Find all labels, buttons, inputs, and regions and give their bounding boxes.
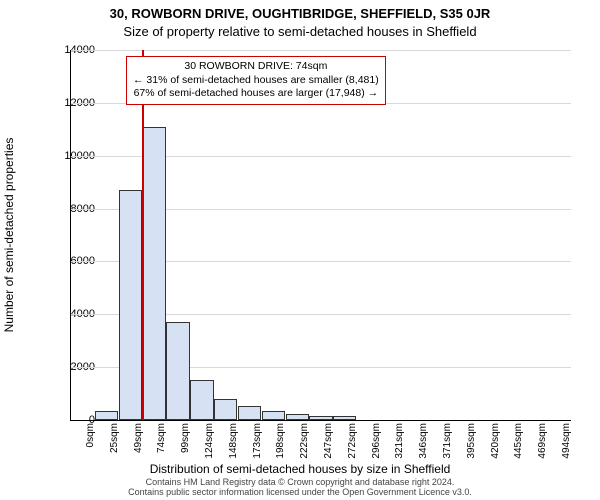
histogram-bar	[286, 414, 309, 420]
histogram-bar	[190, 380, 213, 420]
chart-subtitle: Size of property relative to semi-detach…	[0, 24, 600, 39]
histogram-bar	[95, 411, 118, 420]
chart-title-address: 30, ROWBORN DRIVE, OUGHTIBRIDGE, SHEFFIE…	[0, 6, 600, 21]
histogram-bar	[309, 416, 332, 420]
info-line1: 30 ROWBORN DRIVE: 74sqm	[133, 60, 379, 74]
histogram-bar	[143, 127, 166, 420]
footer-line2: Contains public sector information licen…	[0, 488, 600, 498]
gridline	[71, 50, 571, 51]
histogram-bar	[119, 190, 142, 420]
histogram-bar	[214, 399, 237, 420]
info-line3: 67% of semi-detached houses are larger (…	[133, 87, 379, 101]
plot-area: 30 ROWBORN DRIVE: 74sqm ← 31% of semi-de…	[70, 50, 571, 421]
info-box: 30 ROWBORN DRIVE: 74sqm ← 31% of semi-de…	[126, 56, 386, 105]
y-axis-label: Number of semi-detached properties	[2, 138, 16, 333]
info-line2: ← 31% of semi-detached houses are smalle…	[133, 74, 379, 88]
chart-container: 30, ROWBORN DRIVE, OUGHTIBRIDGE, SHEFFIE…	[0, 0, 600, 500]
x-axis-label: Distribution of semi-detached houses by …	[0, 462, 600, 476]
footer: Contains HM Land Registry data © Crown c…	[0, 478, 600, 498]
histogram-bar	[333, 416, 356, 420]
reference-line	[142, 50, 144, 420]
histogram-bar	[238, 406, 261, 420]
histogram-bar	[262, 411, 285, 420]
histogram-bar	[166, 322, 189, 420]
